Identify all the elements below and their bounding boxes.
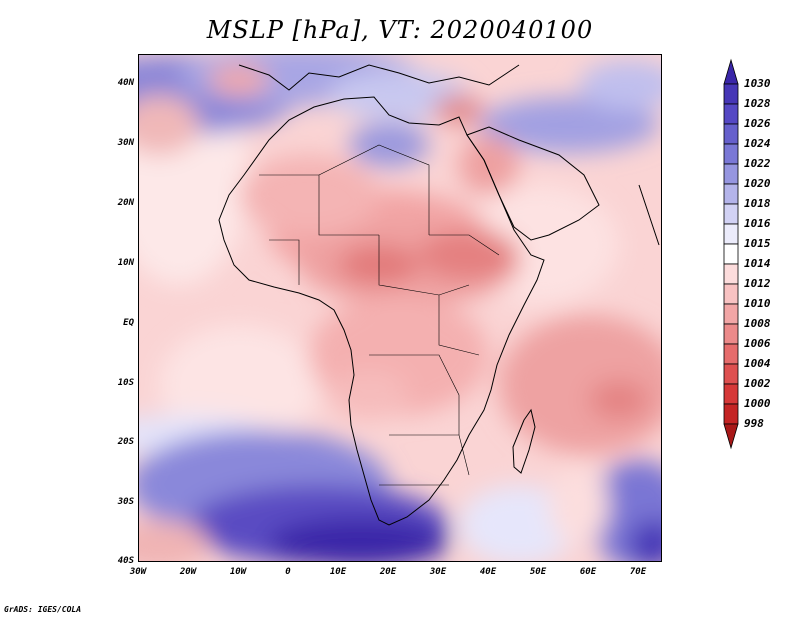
colorbar-level-label: 1010	[744, 297, 771, 310]
colorbar-level-label: 1004	[744, 357, 771, 370]
x-tick-label: 30W	[129, 567, 147, 577]
colorbar-swatch	[723, 223, 739, 245]
colorbar-level-label: 1020	[744, 177, 771, 190]
colorbar-swatch	[723, 203, 739, 225]
x-tick-label: 10W	[229, 567, 247, 577]
colorbar-swatch	[723, 283, 739, 305]
y-tick-label: 20S	[117, 437, 134, 447]
colorbar-level-label: 1006	[744, 337, 771, 350]
colorbar-level-label: 1024	[744, 137, 771, 150]
colorbar-swatch	[723, 103, 739, 125]
colorbar-level-label: 1022	[744, 157, 771, 170]
x-tick-label: 0	[285, 567, 291, 577]
map-plot-area	[138, 54, 662, 562]
x-tick-label: 70E	[629, 567, 647, 577]
colorbar-swatch	[723, 163, 739, 185]
colorbar-level-label: 1028	[744, 97, 771, 110]
colorbar-swatch	[723, 183, 739, 205]
africa-coastline	[218, 96, 545, 526]
colorbar-level-label: 1026	[744, 117, 771, 130]
colorbar-swatch	[723, 383, 739, 405]
colorbar-level-label: 1002	[744, 377, 771, 390]
arabia-coastline	[466, 126, 600, 241]
colorbar-swatch	[723, 323, 739, 345]
y-tick-label: 30N	[117, 138, 134, 148]
x-tick-label: 20W	[179, 567, 197, 577]
india-coastline	[638, 184, 660, 246]
colorbar-level-label: 1014	[744, 257, 771, 270]
colorbar-swatch	[723, 343, 739, 365]
y-tick-label: 30S	[117, 497, 134, 507]
coastlines	[218, 64, 660, 526]
madagascar-coastline	[512, 408, 536, 474]
colorbar-level-label: 1030	[744, 77, 771, 90]
x-tick-label: 40E	[479, 567, 497, 577]
colorbar-swatch	[723, 363, 739, 385]
colorbar-swatch	[723, 123, 739, 145]
colorbar-swatch	[723, 403, 739, 425]
colorbar-swatch	[723, 143, 739, 165]
y-tick-label: 10S	[117, 378, 134, 388]
colorbar-level-label: 1012	[744, 277, 771, 290]
colorbar-swatch	[723, 83, 739, 105]
y-tick-label: 20N	[117, 198, 134, 208]
colorbar-arrow-top	[723, 58, 739, 85]
colorbar-level-label: 1015	[744, 237, 771, 250]
x-tick-label: 30E	[429, 567, 447, 577]
colorbar-swatch	[723, 263, 739, 285]
x-tick-label: 50E	[529, 567, 547, 577]
colorbar-swatch	[723, 303, 739, 325]
y-tick-label: 10N	[117, 258, 134, 268]
colorbar-arrow-bottom	[723, 423, 739, 450]
x-tick-label: 60E	[579, 567, 597, 577]
pressure-field-map	[139, 55, 661, 561]
colorbar-level-label: 1008	[744, 317, 771, 330]
europe-coastline	[238, 64, 520, 91]
chart-title: MSLP [hPa], VT: 2020040100	[206, 16, 594, 44]
y-tick-label: 40N	[117, 78, 134, 88]
y-tick-label: 40S	[117, 556, 134, 566]
country-borders	[259, 144, 500, 486]
x-tick-label: 20E	[379, 567, 397, 577]
colorbar-level-label: 1016	[744, 217, 771, 230]
colorbar-level-label: 998	[744, 417, 764, 430]
colorbar-swatch	[723, 243, 739, 265]
credit-label: GrADS: IGES/COLA	[4, 605, 82, 614]
pressure-field-shading	[139, 55, 661, 561]
x-tick-label: 10E	[329, 567, 347, 577]
colorbar-level-label: 1018	[744, 197, 771, 210]
y-tick-label: EQ	[123, 318, 134, 328]
colorbar-level-label: 1000	[744, 397, 771, 410]
